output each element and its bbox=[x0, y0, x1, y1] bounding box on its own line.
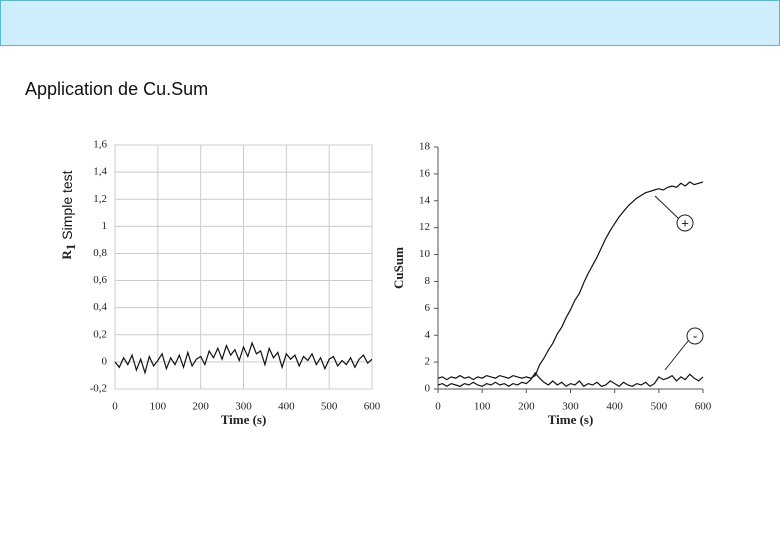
x-tick-label: 600 bbox=[364, 401, 381, 413]
y-axis-title: CuSum bbox=[391, 247, 406, 289]
x-tick-label: 300 bbox=[235, 401, 252, 413]
y-tick-label: 1,2 bbox=[93, 193, 107, 205]
y-tick-label: 16 bbox=[419, 167, 431, 179]
banner bbox=[0, 0, 780, 46]
y-tick-label: 0 bbox=[425, 383, 431, 395]
y-tick-label: 0 bbox=[102, 355, 108, 367]
x-axis-title: Time (s) bbox=[548, 412, 594, 427]
y-axis-title: R1 Simple test bbox=[59, 170, 78, 259]
y-tick-label: 14 bbox=[419, 194, 431, 206]
y-tick-label: 0,4 bbox=[93, 301, 107, 313]
y-tick-label: 2 bbox=[425, 356, 431, 368]
x-tick-label: 400 bbox=[278, 401, 295, 413]
x-tick-label: 500 bbox=[321, 401, 338, 413]
y-label-note: Simple test bbox=[59, 170, 75, 239]
x-tick-label: 100 bbox=[474, 401, 491, 413]
data-line bbox=[437, 181, 704, 381]
y-tick-label: 10 bbox=[419, 248, 431, 260]
y-tick-label: 18 bbox=[419, 141, 431, 153]
annotation-text: - bbox=[693, 328, 697, 343]
y-tick-label: 6 bbox=[425, 302, 431, 314]
slide-title: Application de Cu.Sum bbox=[25, 79, 208, 99]
y-tick-label: -0,2 bbox=[90, 383, 107, 395]
y-tick-label: 0,6 bbox=[93, 274, 107, 286]
y-tick-label: 1 bbox=[102, 220, 108, 232]
annotation-circle bbox=[676, 214, 694, 232]
data-line bbox=[437, 371, 704, 388]
y-tick-label: 0,2 bbox=[93, 328, 107, 340]
annotation-arrow bbox=[664, 340, 689, 371]
y-tick-label: 0,8 bbox=[93, 247, 107, 259]
x-tick-label: 0 bbox=[112, 401, 118, 413]
x-tick-label: 600 bbox=[695, 401, 712, 413]
annotation-arrow bbox=[654, 195, 679, 219]
y-tick-label: 8 bbox=[425, 275, 431, 287]
x-tick-label: 200 bbox=[518, 401, 535, 413]
x-tick-label: 500 bbox=[651, 401, 668, 413]
y-label-subscript: 1 bbox=[63, 244, 78, 251]
x-tick-label: 100 bbox=[150, 401, 167, 413]
annotation-text: + bbox=[681, 215, 689, 230]
x-tick-label: 400 bbox=[606, 401, 623, 413]
x-tick-label: 300 bbox=[562, 401, 579, 413]
y-tick-label: 1,4 bbox=[93, 166, 107, 178]
y-tick-label: 4 bbox=[425, 329, 431, 341]
annotation-circle bbox=[686, 327, 704, 345]
x-tick-label: 200 bbox=[192, 401, 209, 413]
data-line bbox=[114, 341, 373, 375]
y-label-main: R bbox=[59, 250, 74, 260]
x-axis-title: Time (s) bbox=[221, 412, 267, 427]
x-tick-label: 0 bbox=[435, 401, 441, 413]
y-tick-label: 1,6 bbox=[93, 139, 107, 151]
y-tick-label: 12 bbox=[419, 221, 430, 233]
